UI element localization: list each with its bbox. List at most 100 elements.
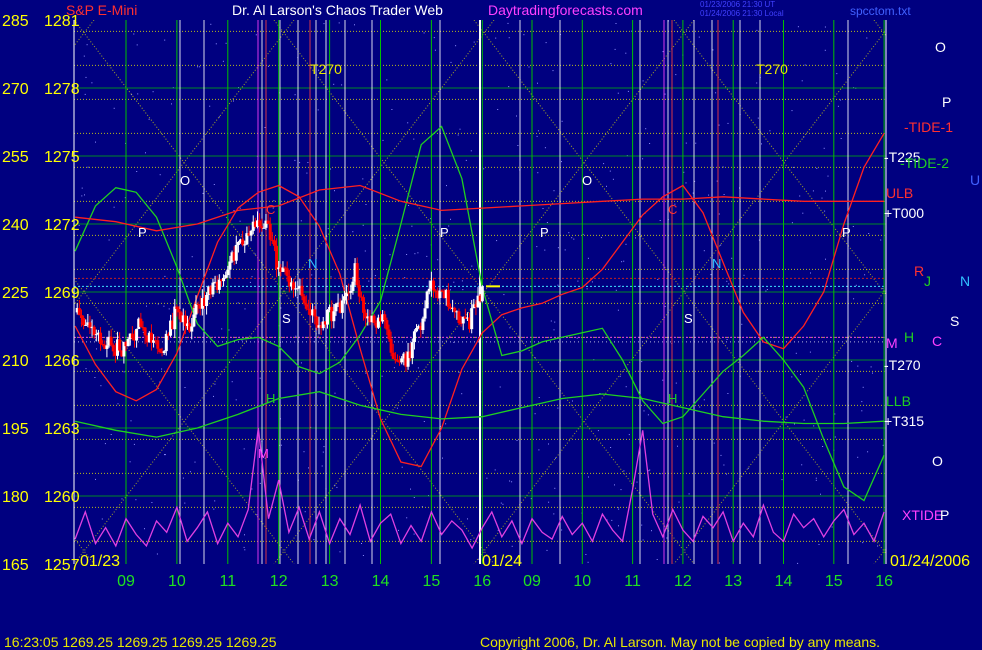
- price-bar-body: [342, 296, 346, 301]
- date-label-mid: 01/24: [482, 553, 522, 570]
- price-bar-body: [116, 339, 120, 356]
- star-dot: [516, 440, 518, 441]
- right-label: +T315: [884, 413, 924, 429]
- star-dot: [121, 498, 123, 500]
- price-bar-body: [211, 282, 215, 295]
- top-label-t270-left: T270: [310, 61, 342, 77]
- star-dot: [534, 413, 536, 415]
- price-bar-body: [147, 332, 151, 343]
- star-dot: [94, 377, 96, 378]
- price-bar-body: [224, 275, 228, 278]
- star-dot: [614, 484, 615, 486]
- star-dot: [685, 182, 687, 184]
- price-bar-body: [166, 333, 170, 336]
- price-bar-body: [340, 300, 344, 313]
- star-dot: [256, 514, 258, 516]
- star-dot: [803, 419, 805, 421]
- right-label: O: [932, 453, 943, 469]
- star-dot: [502, 503, 504, 505]
- price-bar-body: [268, 223, 272, 240]
- star-dot: [413, 138, 415, 140]
- star-dot: [713, 442, 715, 444]
- price-bar-body: [362, 297, 366, 313]
- star-dot: [757, 117, 759, 119]
- price-bar-body: [230, 252, 234, 262]
- diagonal-line: [673, 20, 886, 296]
- price-bar-body: [385, 320, 389, 330]
- star-dot: [136, 171, 138, 172]
- star-dot: [647, 414, 649, 416]
- star-dot: [95, 478, 96, 480]
- star-dot: [648, 470, 650, 472]
- star-dot: [244, 308, 246, 310]
- star-dot: [233, 100, 234, 102]
- star-dot: [413, 533, 415, 535]
- star-dot: [354, 24, 355, 26]
- star-dot: [222, 60, 224, 62]
- star-dot: [618, 508, 620, 510]
- star-dot: [812, 190, 814, 192]
- star-dot: [398, 529, 399, 531]
- star-dot: [756, 82, 758, 84]
- right-label: S: [950, 313, 959, 329]
- price-bar-body: [239, 239, 243, 243]
- star-dot: [430, 218, 432, 220]
- star-dot: [703, 250, 705, 252]
- star-dot: [537, 172, 539, 174]
- star-dot: [323, 446, 325, 448]
- price-bar-body: [105, 345, 109, 349]
- price-bar-body: [415, 328, 419, 332]
- star-dot: [810, 272, 811, 274]
- star-dot: [698, 36, 700, 38]
- star-dot: [820, 493, 821, 495]
- price-bar-body: [217, 279, 221, 290]
- star-dot: [741, 323, 743, 325]
- price-bar-body: [249, 230, 253, 236]
- price-bar-body: [137, 318, 141, 329]
- star-dot: [497, 529, 499, 531]
- price-bar-body: [432, 280, 436, 291]
- star-dot: [861, 410, 863, 412]
- star-dot: [318, 69, 319, 71]
- star-dot: [611, 519, 613, 521]
- star-dot: [536, 246, 538, 248]
- star-dot: [617, 92, 619, 94]
- price-bar-body: [298, 285, 302, 289]
- price-bar-body: [379, 317, 382, 322]
- right-label: R: [914, 263, 924, 279]
- star-dot: [577, 280, 579, 282]
- price-bar-body: [156, 340, 160, 349]
- star-dot: [614, 48, 616, 50]
- star-dot: [699, 406, 701, 408]
- star-dot: [509, 480, 511, 482]
- right-label: -T225: [884, 149, 921, 165]
- star-dot: [453, 281, 455, 283]
- star-dot: [255, 34, 257, 36]
- time-tick-label: 11: [219, 573, 236, 590]
- star-dot: [587, 561, 589, 563]
- price-bar-body: [336, 302, 340, 305]
- price-bar-body: [294, 288, 298, 290]
- time-tick-label: 16: [473, 573, 491, 590]
- star-dot: [643, 410, 645, 412]
- star-dot: [834, 436, 836, 438]
- price-bar-body: [135, 328, 139, 341]
- plot-event-letter: P: [842, 225, 851, 240]
- star-dot: [623, 470, 625, 472]
- time-tick-label: 13: [724, 573, 742, 590]
- star-dot: [411, 225, 413, 227]
- star-dot: [194, 461, 196, 463]
- price-bar-body: [440, 290, 444, 292]
- star-dot: [718, 213, 720, 215]
- star-dot: [386, 79, 388, 81]
- price-bar-body: [434, 290, 438, 292]
- star-dot: [457, 134, 459, 136]
- price-bar-body: [213, 281, 217, 283]
- star-dot: [96, 348, 97, 350]
- star-dot: [124, 197, 126, 199]
- star-dot: [716, 180, 718, 182]
- star-dot: [221, 328, 223, 330]
- price-bar-body: [311, 309, 315, 316]
- star-dot: [497, 109, 499, 110]
- price-bar-body: [277, 267, 281, 270]
